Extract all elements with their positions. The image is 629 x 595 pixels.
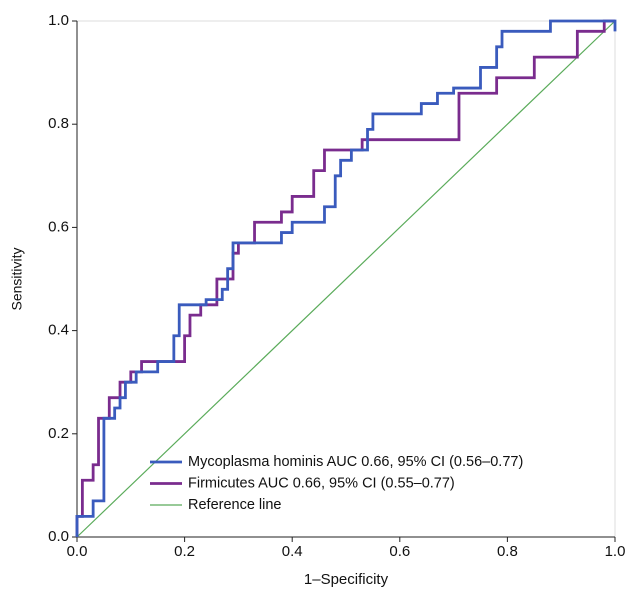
- y-tick-label: 0.0: [48, 528, 69, 545]
- x-axis-label: 1–Specificity: [304, 571, 389, 588]
- x-tick-label: 0.8: [497, 543, 518, 560]
- y-tick-label: 0.8: [48, 115, 69, 132]
- x-tick-label: 0.4: [282, 543, 303, 560]
- x-tick-label: 0.6: [389, 543, 410, 560]
- x-tick-label: 1.0: [605, 543, 626, 560]
- y-tick-label: 1.0: [48, 12, 69, 29]
- x-tick-label: 0.2: [174, 543, 195, 560]
- y-axis-label: Sensitivity: [9, 247, 25, 310]
- roc-line: [76, 20, 616, 538]
- legend-label: Firmicutes AUC 0.66, 95% CI (0.55–0.77): [188, 475, 455, 491]
- roc-line: [75, 19, 617, 537]
- y-tick-label: 0.4: [48, 322, 69, 339]
- legend-label: Reference line: [188, 497, 282, 513]
- legend-label: Mycoplasma hominis AUC 0.66, 95% CI (0.5…: [188, 454, 523, 470]
- x-tick-label: 0.0: [67, 543, 88, 560]
- y-tick-label: 0.2: [48, 425, 69, 442]
- y-tick-label: 0.6: [48, 218, 69, 235]
